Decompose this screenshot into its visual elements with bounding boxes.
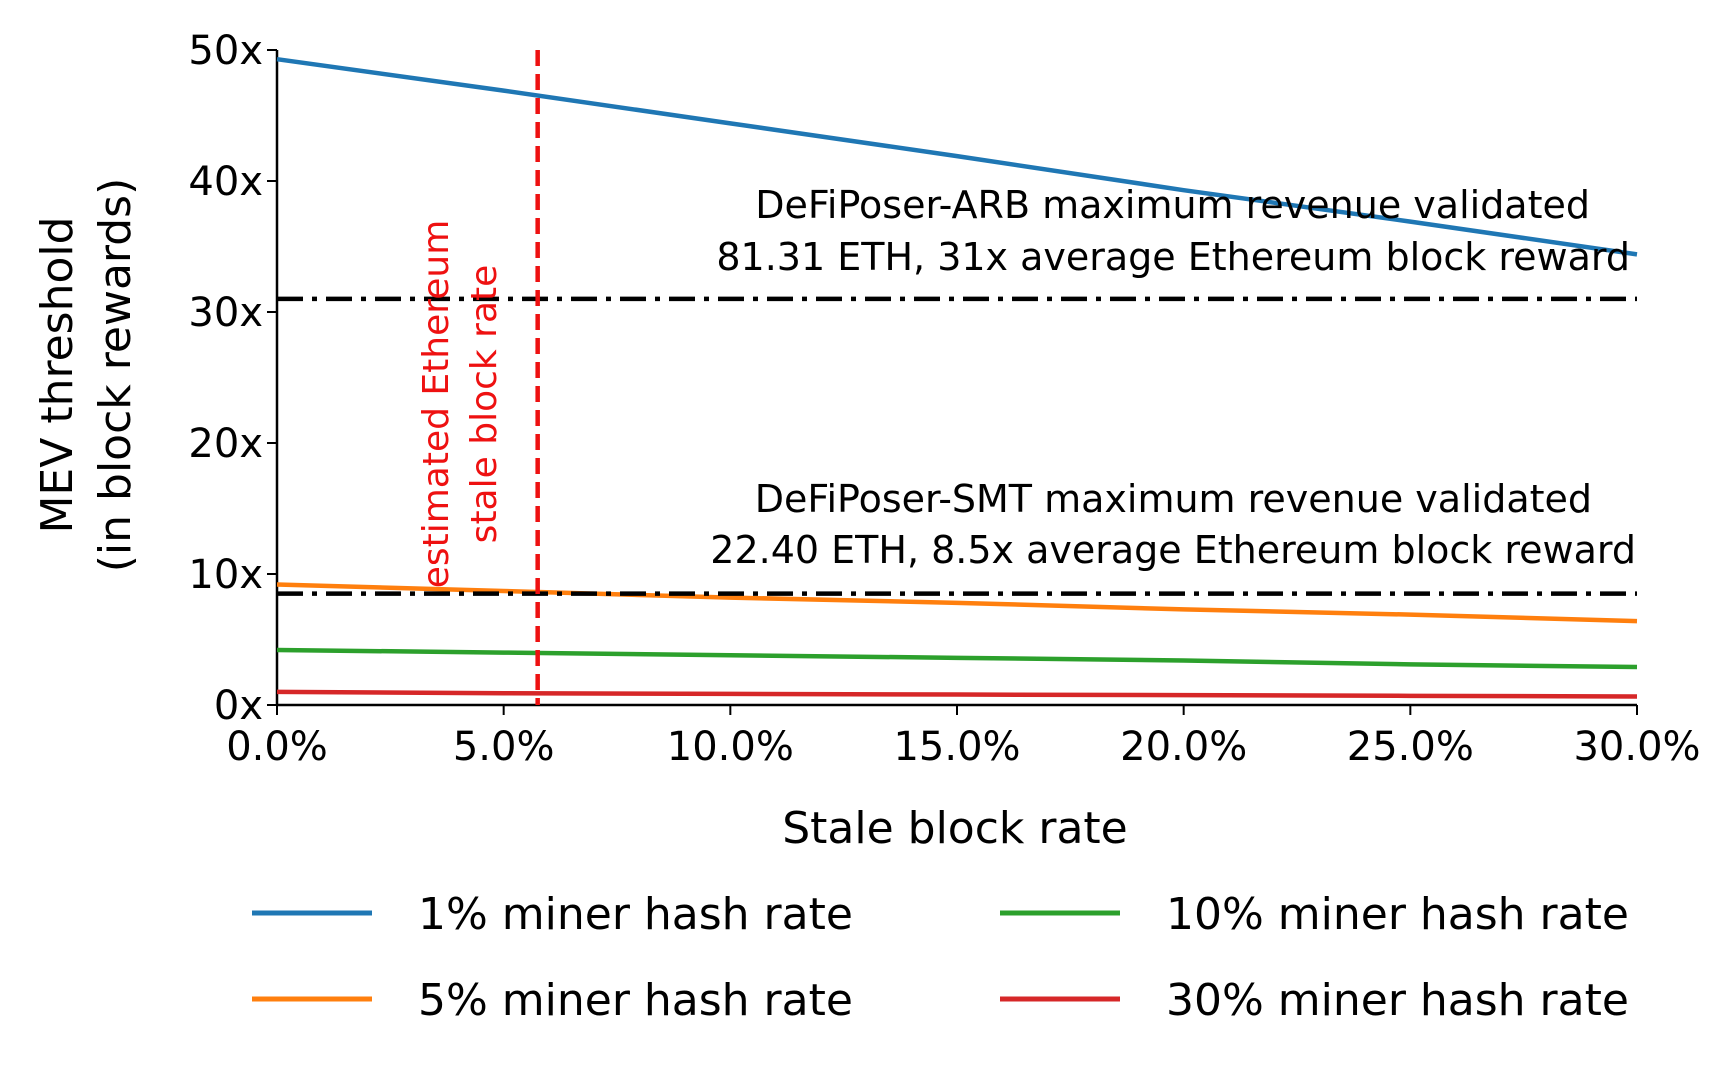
series-line-1	[276, 582, 1638, 624]
arb-annotation-line2: 81.31 ETH, 31x average Ethereum block re…	[716, 235, 1630, 279]
x-tick-label: 10.0%	[667, 724, 794, 770]
series-line-0	[276, 56, 1638, 257]
x-tick-label: 5.0%	[453, 724, 555, 770]
x-axis-title: Stale block rate	[782, 803, 1128, 854]
y-tick-label: 10x	[188, 552, 263, 598]
x-tick-label: 30.0%	[1573, 724, 1700, 770]
legend: 1% miner hash rate 5% miner hash rate 10…	[252, 889, 1629, 1026]
legend-label-30pct: 30% miner hash rate	[1166, 975, 1629, 1026]
x-tick-label: 25.0%	[1347, 724, 1474, 770]
legend-label-5pct: 5% miner hash rate	[418, 975, 853, 1026]
x-tick-label: 0.0%	[226, 724, 328, 770]
y-tick-label: 20x	[188, 421, 263, 467]
x-tick-label: 15.0%	[893, 724, 1020, 770]
y-tick-label: 40x	[188, 159, 263, 205]
smt-annotation-line2: 22.40 ETH, 8.5x average Ethereum block r…	[710, 528, 1636, 572]
y-tick-label: 30x	[188, 290, 263, 336]
plot-area: 0.0% 5.0% 10.0% 15.0% 20.0% 25.0% 30.0% 0x 10x 20…	[188, 28, 1700, 770]
arb-annotation-line1: DeFiPoser-ARB maximum revenue validated	[755, 183, 1590, 227]
vline-annotation-line2: stale block rate	[464, 265, 505, 544]
vline-annotation-line1: estimated Ethereum	[416, 220, 457, 589]
legend-label-10pct: 10% miner hash rate	[1166, 889, 1629, 940]
legend-label-1pct: 1% miner hash rate	[418, 889, 853, 940]
x-tick-label: 20.0%	[1120, 724, 1247, 770]
y-tick-label: 0x	[214, 683, 263, 729]
series-line-3	[276, 689, 1638, 699]
y-tick-label: 50x	[188, 28, 263, 74]
y-axis-title-line1: MEV threshold	[32, 216, 83, 533]
series-line-2	[276, 647, 1638, 670]
smt-annotation-line1: DeFiPoser-SMT maximum revenue validated	[755, 477, 1592, 521]
y-axis-title-line2: (in block rewards)	[90, 178, 141, 572]
